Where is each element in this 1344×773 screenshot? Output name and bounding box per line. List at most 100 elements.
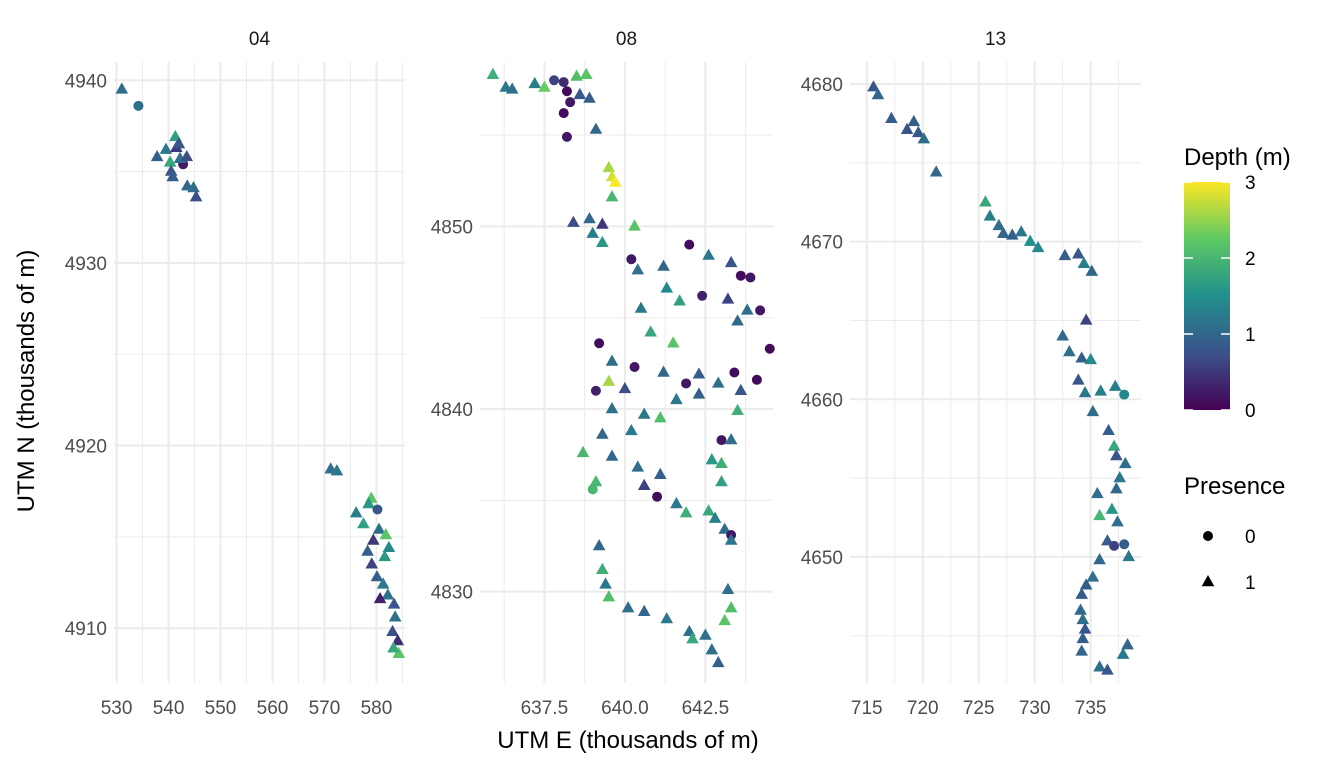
x-tick-label: 730 <box>1019 698 1051 719</box>
data-point-present <box>997 226 1010 238</box>
data-point-present <box>579 67 593 79</box>
x-tick-label: 720 <box>907 698 939 719</box>
data-point-present <box>885 111 898 123</box>
data-point-present <box>702 248 715 260</box>
data-point-present <box>605 190 619 202</box>
data-point-present <box>1094 384 1108 396</box>
data-point-present <box>724 433 738 445</box>
data-point-present <box>391 633 405 646</box>
data-point-absent <box>684 239 695 250</box>
presence-legend-title: Presence <box>1184 473 1285 500</box>
data-point-present <box>573 87 587 100</box>
data-point-present <box>365 557 379 569</box>
data-point-absent <box>697 290 708 301</box>
data-point-present <box>1121 638 1134 650</box>
data-point-present <box>724 255 738 268</box>
data-point-absent <box>558 108 569 119</box>
data-point-present <box>180 149 194 162</box>
data-point-present <box>567 215 580 227</box>
data-point-present <box>378 549 392 562</box>
data-point-absent <box>764 343 775 354</box>
x-tick-label: 735 <box>1075 698 1107 719</box>
data-point-present <box>702 504 715 516</box>
data-point-present <box>900 122 914 134</box>
data-point-present <box>1063 345 1076 357</box>
data-point-present <box>602 160 616 173</box>
data-point-present <box>386 624 399 637</box>
data-point-present <box>1076 612 1090 625</box>
data-point-present <box>705 643 719 655</box>
data-point-present <box>1078 622 1092 634</box>
data-point-present <box>1005 228 1019 240</box>
data-point-present <box>731 403 744 416</box>
data-point-present <box>1102 423 1115 436</box>
data-point-present <box>734 383 748 395</box>
data-point-absent <box>549 75 560 86</box>
data-point-present <box>330 464 344 476</box>
data-point-present <box>357 517 370 529</box>
data-point-present <box>159 142 173 154</box>
data-point-present <box>1072 247 1085 259</box>
data-point-present <box>172 137 186 149</box>
data-point-absent <box>372 504 383 515</box>
data-point-present <box>528 76 542 89</box>
data-point-present <box>379 528 393 540</box>
data-point-present <box>1108 379 1122 391</box>
data-point-present <box>670 392 683 405</box>
data-point-present <box>670 497 683 509</box>
data-point-present <box>596 562 609 574</box>
colorbar-tick-label: 2 <box>1245 249 1256 270</box>
data-point-present <box>705 453 719 465</box>
data-point-present <box>608 175 622 187</box>
data-point-absent <box>561 86 572 97</box>
data-point-present <box>657 365 670 377</box>
x-tick-label: 550 <box>205 698 237 719</box>
data-point-present <box>1023 234 1037 246</box>
y-tick-label: 4680 <box>801 75 843 96</box>
data-point-absent <box>681 378 692 389</box>
data-point-present <box>586 226 599 238</box>
data-point-present <box>718 522 732 534</box>
data-point-present <box>589 122 603 134</box>
data-point-present <box>1101 663 1114 675</box>
data-point-present <box>673 294 686 306</box>
facet-label-13: 13 <box>985 29 1006 50</box>
data-point-present <box>631 263 645 275</box>
data-point-absent <box>626 254 637 265</box>
x-tick-label: 725 <box>963 698 995 719</box>
y-tick-label: 4830 <box>431 583 473 604</box>
data-point-present <box>605 354 619 366</box>
facet-panel-08: 08 637.5 640.0 642.5 4830 4840 4850 <box>431 29 775 719</box>
data-point-present <box>628 219 641 231</box>
data-point-present <box>724 601 738 613</box>
data-point-present <box>583 91 596 103</box>
data-point-present <box>917 132 931 144</box>
x-tick-label: 530 <box>101 698 133 719</box>
data-point-present <box>992 218 1006 231</box>
data-point-present <box>1111 515 1124 527</box>
data-point-present <box>362 497 375 509</box>
data-point-present <box>679 506 693 518</box>
data-point-present <box>721 292 735 304</box>
data-point-present <box>1075 351 1088 363</box>
data-point-absent <box>1119 539 1130 550</box>
data-point-present <box>1086 570 1100 582</box>
x-tick-label: 642.5 <box>682 698 730 719</box>
data-point-present <box>692 387 706 399</box>
data-point-present <box>370 570 384 582</box>
data-point-present <box>1113 471 1127 483</box>
data-point-present <box>1074 603 1087 615</box>
data-point-present <box>1075 644 1088 656</box>
data-point-present <box>644 325 657 337</box>
data-point-present <box>1116 647 1130 659</box>
data-point-present <box>605 402 619 414</box>
data-point-present <box>637 604 651 616</box>
depth-colorbar <box>1184 182 1230 410</box>
y-tick-label: 4660 <box>801 390 843 411</box>
data-point-present <box>637 407 651 419</box>
depth-legend-title: Depth (m) <box>1184 144 1291 171</box>
x-tick-label: 640.0 <box>601 698 649 719</box>
data-point-absent <box>629 362 640 373</box>
